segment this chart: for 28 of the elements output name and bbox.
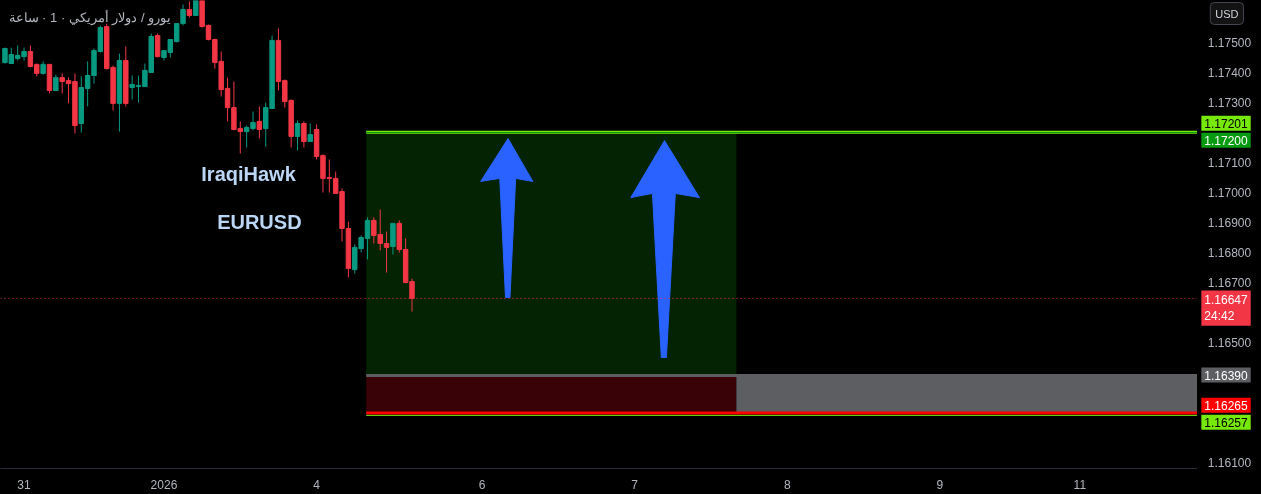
y-tick-label: 1.17100 [1207, 156, 1252, 170]
y-tick-label: 1.16800 [1207, 246, 1252, 260]
ref-line-label: 1.16390 [1204, 368, 1249, 383]
x-tick-label: 7 [631, 477, 639, 492]
y-tick-label: 1.17500 [1207, 36, 1252, 50]
y-tick-label: 1.17400 [1207, 66, 1252, 80]
y-tick-label: 1.16500 [1207, 336, 1252, 350]
x-tick-label: 31 [17, 477, 32, 492]
ref-line-label: 1.16265 [1204, 398, 1249, 413]
x-tick-label: 8 [783, 477, 791, 492]
x-tick-label: 4 [313, 477, 321, 492]
ref-line-label: 1.17200 [1204, 133, 1249, 148]
x-tick-label: 9 [936, 477, 944, 492]
x-tick-label: 6 [478, 477, 486, 492]
ref-line-label: 1.17201 [1204, 116, 1249, 131]
y-tick-label: 1.16700 [1207, 276, 1252, 290]
x-tick-label: 11 [1073, 477, 1087, 492]
y-tick-label: 1.17000 [1207, 186, 1252, 200]
y-tick-label: 1.16100 [1207, 456, 1252, 470]
ref-line-label: 1.16647 24:42 [1204, 293, 1249, 323]
annotation: EURUSD [217, 210, 302, 233]
ref-line-label: 1.16257 [1204, 415, 1249, 430]
annotation: IraqiHawk [201, 162, 297, 185]
y-axis-title: USD [1215, 7, 1239, 20]
y-tick-label: 1.16900 [1207, 216, 1252, 230]
text: يورو / دولار أمريكي · 1 · ساعة [8, 8, 172, 26]
y-tick-label: 1.17300 [1207, 96, 1252, 110]
x-tick-label: 2026 [150, 477, 178, 492]
